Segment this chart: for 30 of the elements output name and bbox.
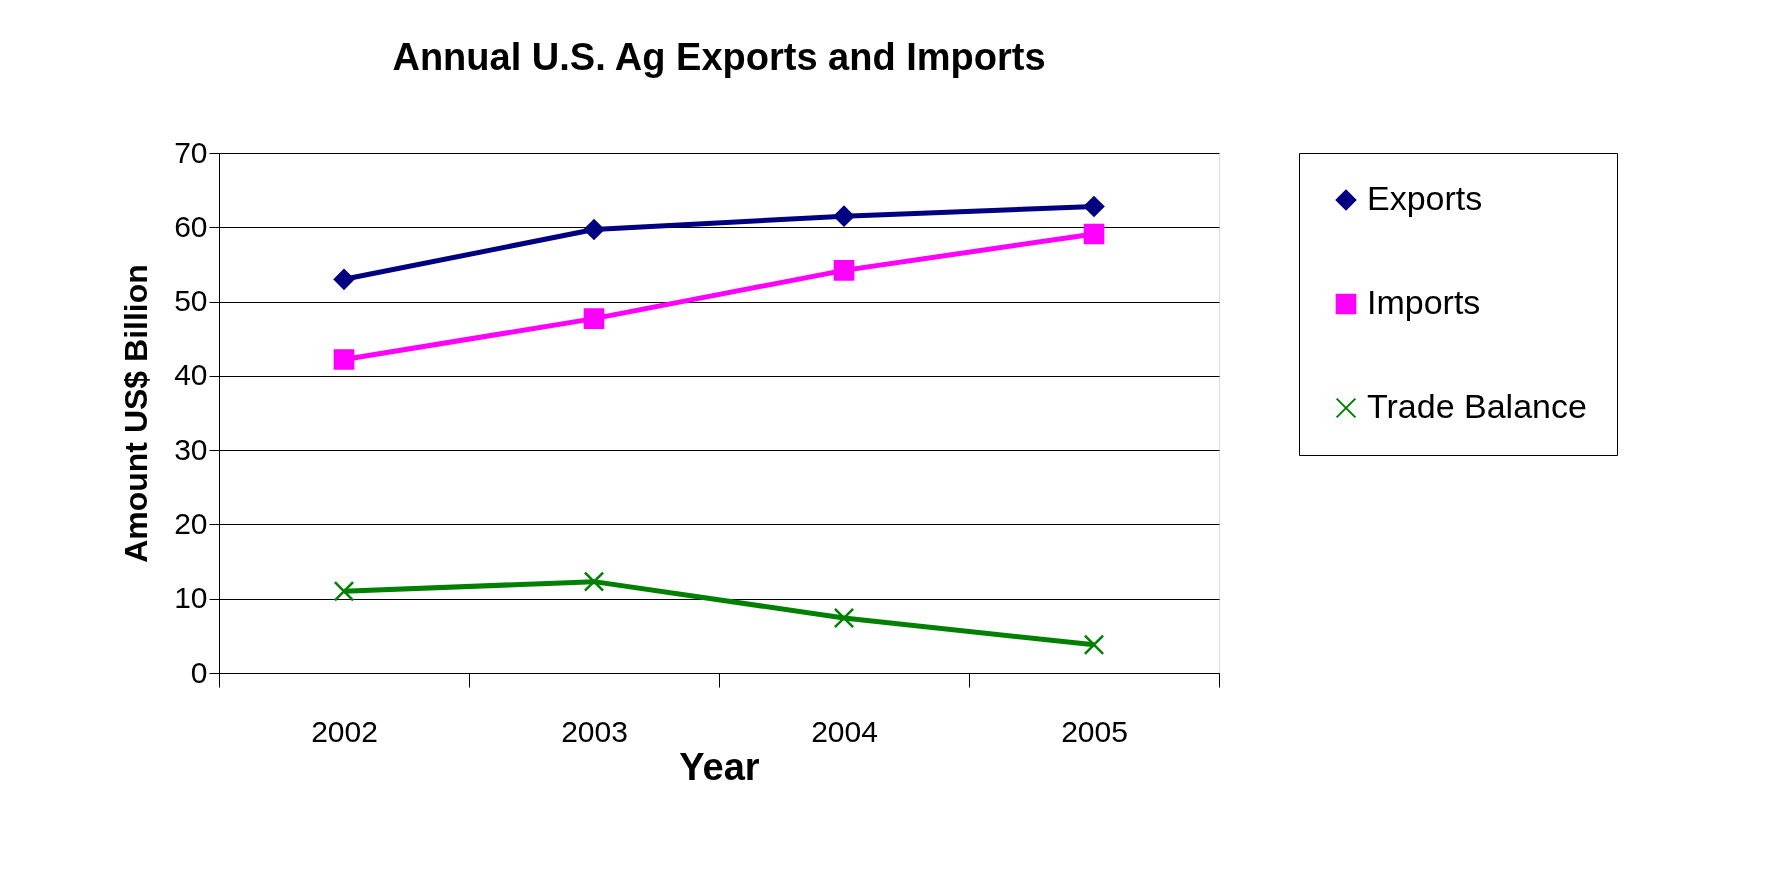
point	[333, 268, 355, 290]
y-tick-label: 0	[190, 655, 208, 689]
legend-label: Imports	[1367, 283, 1481, 321]
point	[1083, 634, 1105, 656]
point	[833, 205, 855, 227]
point	[583, 219, 605, 240]
legend-label: Trade Balance	[1367, 387, 1587, 425]
point	[1083, 223, 1105, 245]
x-tick-label: 2002	[311, 714, 378, 748]
y-tick-label: 20	[174, 506, 208, 540]
x-axis-title: Year	[679, 745, 760, 788]
point	[833, 607, 855, 629]
point	[333, 349, 355, 370]
point	[583, 308, 605, 329]
y-axis-title: Amount US$ Billion	[118, 264, 155, 563]
y-tick-label: 10	[174, 581, 208, 615]
y-tick-label: 40	[174, 358, 208, 392]
y-tick-label: 70	[174, 135, 208, 169]
point	[333, 580, 355, 602]
chart-title: Annual U.S. Ag Exports and Imports	[392, 36, 1046, 78]
x-tick-label: 2003	[561, 714, 628, 748]
point	[583, 571, 605, 592]
point	[1083, 196, 1105, 217]
point	[833, 260, 855, 281]
y-tick-label: 60	[174, 209, 208, 243]
x-tick-label: 2004	[811, 714, 878, 748]
legend-label: Exports	[1367, 179, 1483, 217]
y-tick-label: 30	[174, 432, 208, 466]
y-tick-label: 50	[174, 284, 208, 318]
x-tick-label: 2005	[1061, 714, 1128, 748]
